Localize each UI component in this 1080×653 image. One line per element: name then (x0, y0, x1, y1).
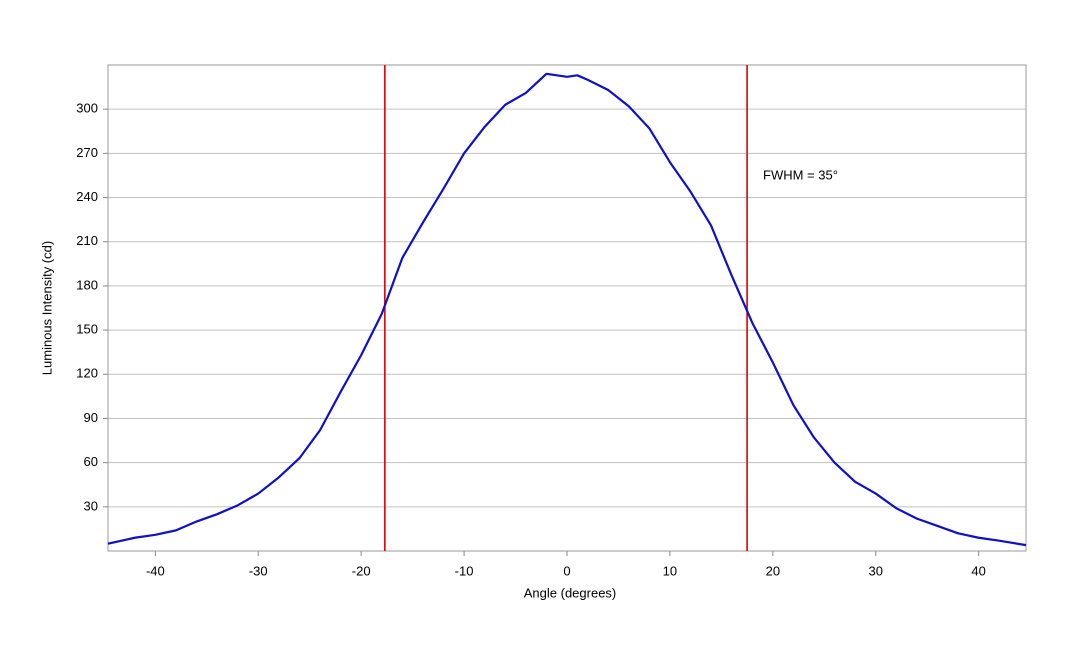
x-tick-label: -10 (455, 563, 474, 578)
x-tick-label: -40 (146, 563, 165, 578)
y-tick-label: 180 (76, 277, 98, 292)
x-tick-label: 20 (766, 563, 780, 578)
y-tick-label: 30 (84, 498, 98, 513)
x-tick-label: 40 (971, 563, 985, 578)
x-tick-label: -20 (352, 563, 371, 578)
y-axis-label: Luminous Intensity (cd) (39, 241, 54, 375)
x-axis-label: Angle (degrees) (524, 585, 617, 600)
data-line (107, 72, 1027, 547)
y-tick-label: 90 (84, 410, 98, 425)
y-tick-label: 270 (76, 145, 98, 160)
x-tick-label: 0 (563, 563, 570, 578)
y-tick-label: 120 (76, 366, 98, 381)
y-tick-label: 210 (76, 233, 98, 248)
y-tick-label: 150 (76, 322, 98, 337)
y-tick-label: 300 (76, 101, 98, 116)
x-tick-label: -30 (249, 563, 268, 578)
x-tick-label: 30 (869, 563, 883, 578)
y-tick-label: 60 (84, 454, 98, 469)
plot-border (107, 64, 1027, 552)
annotation: FWHM = 35° (763, 167, 838, 182)
x-tick-label: 10 (663, 563, 677, 578)
y-tick-label: 240 (76, 189, 98, 204)
